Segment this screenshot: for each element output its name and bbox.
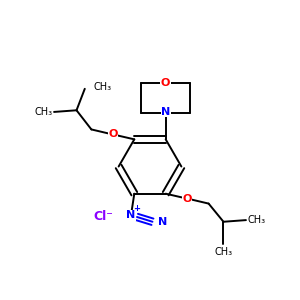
Text: +: + — [134, 204, 140, 213]
Text: N: N — [126, 210, 136, 220]
Text: O: O — [182, 194, 192, 204]
Text: O: O — [161, 78, 170, 88]
Text: N: N — [158, 217, 168, 227]
Text: N: N — [161, 107, 170, 117]
Text: CH₃: CH₃ — [248, 215, 266, 225]
Text: CH₃: CH₃ — [214, 247, 232, 257]
Text: Cl⁻: Cl⁻ — [93, 210, 113, 223]
Text: CH₃: CH₃ — [34, 107, 52, 117]
Text: CH₃: CH₃ — [93, 82, 111, 92]
Text: O: O — [108, 129, 118, 140]
